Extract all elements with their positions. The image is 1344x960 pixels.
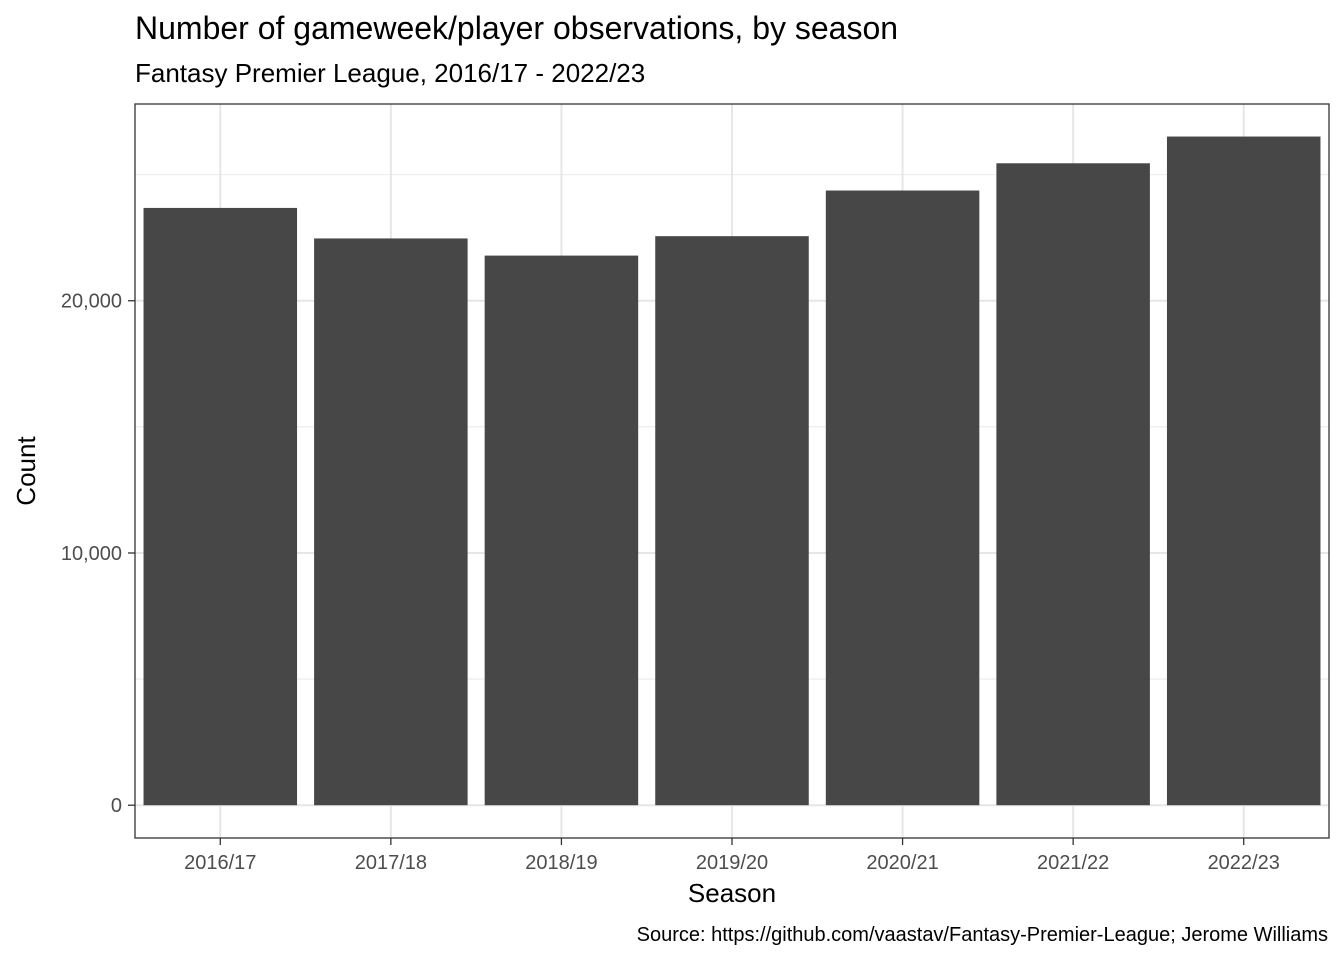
x-tick-label: 2022/23: [1208, 852, 1280, 874]
chart-title: Number of gameweek/player observations, …: [135, 10, 898, 46]
chart-caption: Source: https://github.com/vaastav/Fanta…: [637, 924, 1328, 946]
bar-2016-17: [143, 207, 298, 806]
bar-2019-20: [655, 236, 809, 806]
chart-subtitle: Fantasy Premier League, 2016/17 - 2022/2…: [135, 58, 645, 88]
y-tick-label: 0: [111, 795, 122, 817]
bar-2020-21: [825, 190, 980, 806]
bar-2022-23: [1166, 136, 1321, 806]
x-tick-label: 2020/21: [866, 852, 938, 874]
x-tick-label: 2017/18: [355, 852, 427, 874]
x-tick-label: 2016/17: [184, 852, 256, 874]
bar-2017-18: [314, 238, 468, 806]
y-tick-label: 20,000: [61, 291, 122, 313]
x-tick-label: 2018/19: [525, 852, 597, 874]
y-axis-title: Count: [11, 436, 41, 506]
y-tick-label: 10,000: [61, 543, 122, 565]
bar-2018-19: [484, 255, 639, 806]
x-tick-label: 2019/20: [696, 852, 768, 874]
bar-2021-22: [996, 163, 1150, 806]
x-tick-label: 2021/22: [1037, 852, 1109, 874]
bars: [143, 136, 1321, 806]
axis-ticks: 0 10,000 20,000 2016/17 2017/18 2018/19 2019/2…: [61, 291, 1280, 874]
x-axis-title: Season: [688, 878, 776, 908]
